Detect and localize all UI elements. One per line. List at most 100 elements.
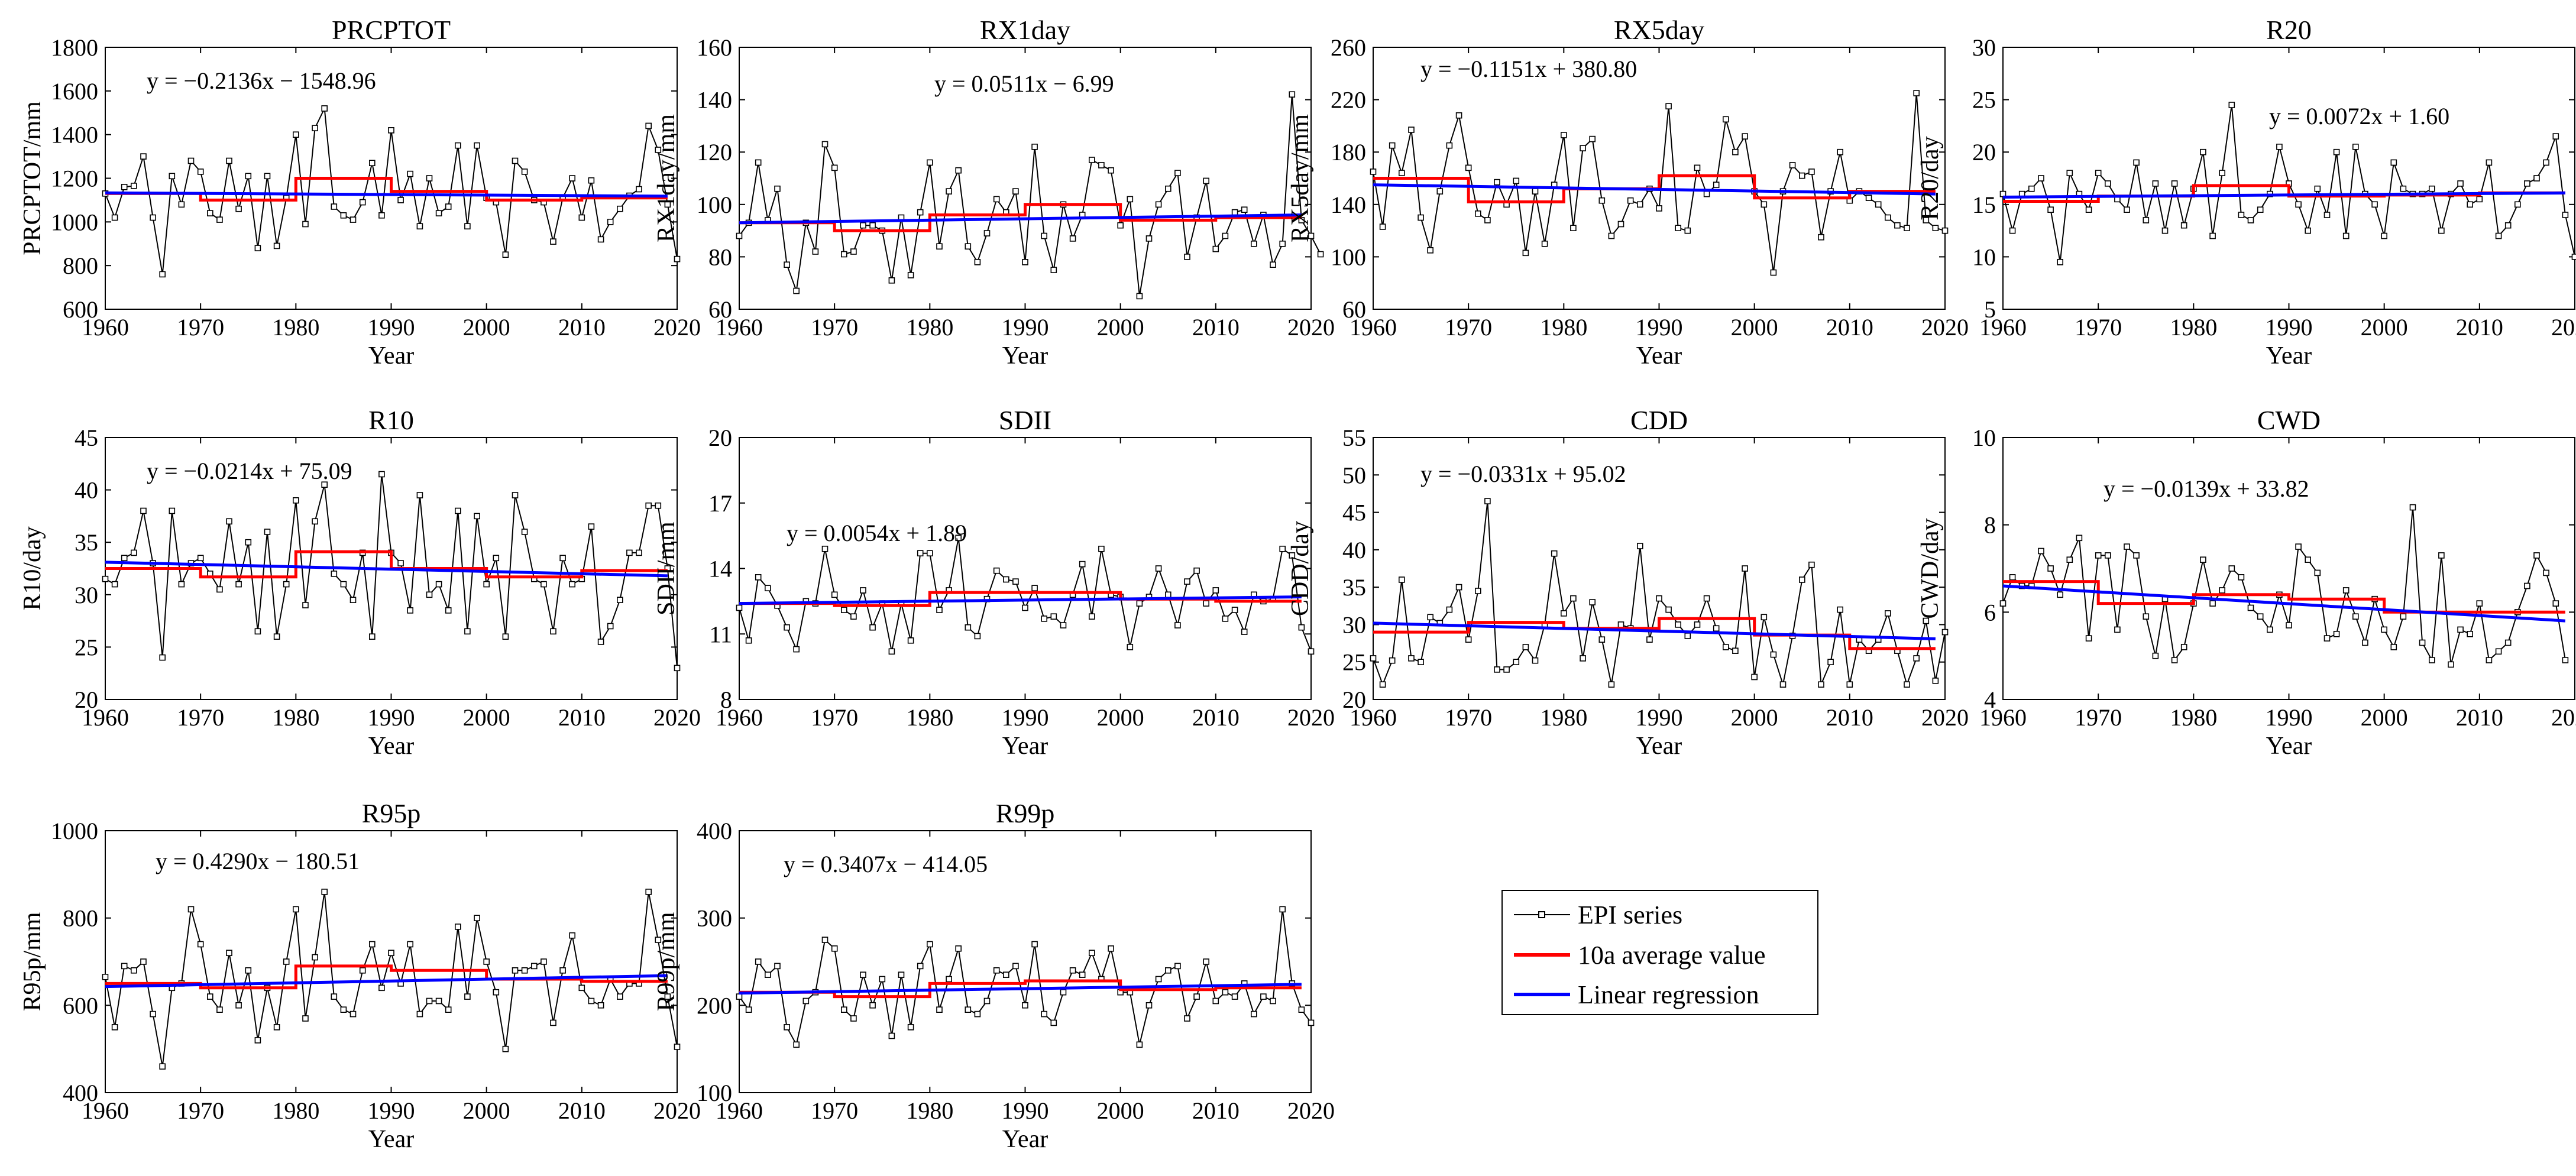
chart-r99p-epi-point: [1165, 967, 1172, 974]
chart-r20-epi-point: [2352, 144, 2359, 150]
chart-rx5day-epi-point: [1494, 179, 1500, 186]
chart-rx5day-decadal-average-line: [1373, 174, 1936, 203]
chart-sdii-epi-point: [993, 567, 1000, 574]
chart-rx5day-epi-point: [1723, 116, 1729, 123]
chart-rx1day-xtick-label: 2020: [1287, 314, 1335, 341]
chart-rx5day-epi-point: [1513, 177, 1520, 184]
chart-prcptot-ytick-label: 600: [63, 296, 98, 323]
chart-r99p-epi-point: [1145, 1002, 1153, 1009]
chart-r95p-epi-point: [131, 967, 137, 974]
chart-r10-xtick-label: 1960: [82, 704, 129, 731]
chart-r95p-epi-point: [321, 889, 328, 895]
chart-r20-epi-point: [2371, 201, 2378, 208]
chart-r95p-epi-point: [416, 1010, 423, 1018]
chart-r10-epi-point: [226, 518, 232, 525]
chart-cdd-ytick-label: 30: [1342, 611, 1366, 638]
chart-rx5day-ytick-label: 140: [1331, 192, 1366, 218]
chart-prcptot-epi-point: [588, 177, 595, 184]
chart-rx1day-regression-line: [739, 213, 1302, 225]
chart-prcptot-epi-point: [454, 142, 461, 149]
chart-cwd-xtick-label: 1970: [2075, 704, 2122, 731]
chart-r20-epi-point: [2314, 185, 2321, 192]
chart-prcptot-title: PRCPTOT: [332, 15, 451, 45]
chart-r10-epi-point: [368, 633, 376, 640]
chart-cdd-equation: y = −0.0331x + 95.02: [1420, 461, 1626, 487]
chart-r99p-epi-point: [1184, 1015, 1190, 1022]
chart-r10-epi-point: [273, 633, 280, 640]
chart-cwd-xlabel: Year: [2266, 733, 2312, 760]
chart-r20-epi-point: [2390, 159, 2397, 166]
chart-r95p-epi-point: [340, 1006, 347, 1013]
chart-rx1day-epi-point: [1136, 293, 1143, 300]
chart-rx1day-epi-point: [1241, 206, 1248, 213]
chart-prcptot-epi-point: [359, 199, 366, 206]
chart-rx5day-epi-point: [1837, 148, 1843, 155]
chart-rx1day-epi-point: [907, 272, 914, 278]
chart-rx5day-epi-point: [1617, 221, 1624, 228]
chart-r10-epi-point: [597, 639, 604, 645]
chart-sdii-title: SDII: [999, 405, 1051, 435]
chart-r20-xtick-label: 1970: [2075, 314, 2122, 341]
chart-prcptot-epi-point: [321, 105, 328, 112]
chart-prcptot-epi-point: [578, 214, 585, 221]
chart-sdii-xtick-label: 1960: [716, 704, 763, 731]
chart-r99p-xtick-label: 2020: [1287, 1097, 1335, 1124]
chart-rx5day-epi-point: [1561, 132, 1567, 138]
chart-cdd-epi-point: [1370, 655, 1377, 662]
chart-rx1day: RX1day 1960 1970 1980 1990 2000 2010 2020 60 80 10…: [653, 15, 1335, 370]
chart-r20-epi-point: [2085, 206, 2092, 213]
chart-rx1day-ytick-label: 140: [697, 87, 732, 114]
chart-cwd-epi-point: [2171, 657, 2178, 663]
chart-cdd-epi-point: [1617, 621, 1624, 628]
chart-r20-epi-point: [2095, 170, 2102, 176]
legend-regression-label: Linear regression: [1578, 980, 1759, 1009]
chart-sdii-epi-point: [1012, 578, 1019, 585]
chart-prcptot-xtick-label: 1960: [82, 314, 129, 341]
chart-cdd-epi-point: [1598, 636, 1606, 643]
chart-r95p-epi-point: [426, 997, 433, 1005]
chart-r99p-epi-point: [860, 971, 866, 978]
chart-r10-epi-point: [340, 581, 347, 588]
chart-prcptot-epi-point: [502, 251, 509, 258]
chart-r99p-epi-point: [1060, 989, 1067, 996]
chart-sdii: SDII 1960 1970 1980 1990 2000 2010 2020 8 11 14 17 2…: [653, 405, 1335, 760]
chart-cdd-epi-point: [1751, 673, 1758, 681]
chart-r10-epi-point: [541, 581, 547, 588]
chart-r95p-epi-point: [435, 997, 442, 1005]
chart-sdii-epi-point: [1193, 567, 1200, 574]
chart-cwd-epi-point: [2495, 648, 2502, 655]
chart-r99p-epi-point: [993, 967, 1000, 974]
chart-r99p-xtick-label: 1980: [906, 1097, 953, 1124]
chart-rx5day-epi-point: [1370, 169, 1377, 175]
chart-r95p-xtick-label: 2000: [463, 1097, 510, 1124]
chart-prcptot-epi-point: [397, 197, 404, 203]
chart-prcptot-xtick-label: 2000: [463, 314, 510, 341]
chart-r20-xlabel: Year: [2266, 342, 2312, 370]
chart-prcptot-epi-point: [340, 212, 347, 219]
chart-sdii-epi-point: [927, 550, 933, 557]
chart-cwd-epi-point: [2085, 635, 2092, 642]
chart-rx1day-epi-point: [784, 261, 790, 268]
chart-prcptot-epi-point: [474, 142, 480, 149]
chart-rx1day-epi-point: [1012, 188, 1019, 195]
chart-r20-epi-point: [2476, 196, 2483, 203]
chart-r10-xtick-label: 1980: [272, 704, 319, 731]
chart-cwd-epi-point: [2247, 604, 2254, 611]
chart-sdii-ytick-label: 17: [708, 490, 732, 517]
chart-rx1day-epi-point: [888, 277, 895, 284]
chart-r10-epi-point: [331, 571, 338, 577]
chart-r10-epi-point: [674, 665, 681, 672]
chart-r99p-epi-point: [1279, 906, 1286, 913]
chart-r95p-xtick-label: 1970: [177, 1097, 224, 1124]
chart-cdd-epi-point: [1913, 655, 1920, 662]
chart-prcptot-ytick-label: 1800: [51, 34, 98, 61]
chart-r99p-epi-point: [917, 963, 924, 970]
chart-r99p-equation: y = 0.3407x − 414.05: [784, 851, 988, 877]
chart-rx1day-ytick-label: 60: [708, 296, 732, 323]
chart-rx5day-ytick-label: 260: [1331, 34, 1366, 61]
chart-prcptot-epi-point: [349, 216, 357, 223]
chart-cwd-epi-point: [2200, 556, 2206, 563]
chart-r95p-epi-point: [664, 993, 671, 1000]
chart-r95p-epi-point: [197, 941, 204, 948]
chart-r10-epi-point: [397, 560, 404, 566]
